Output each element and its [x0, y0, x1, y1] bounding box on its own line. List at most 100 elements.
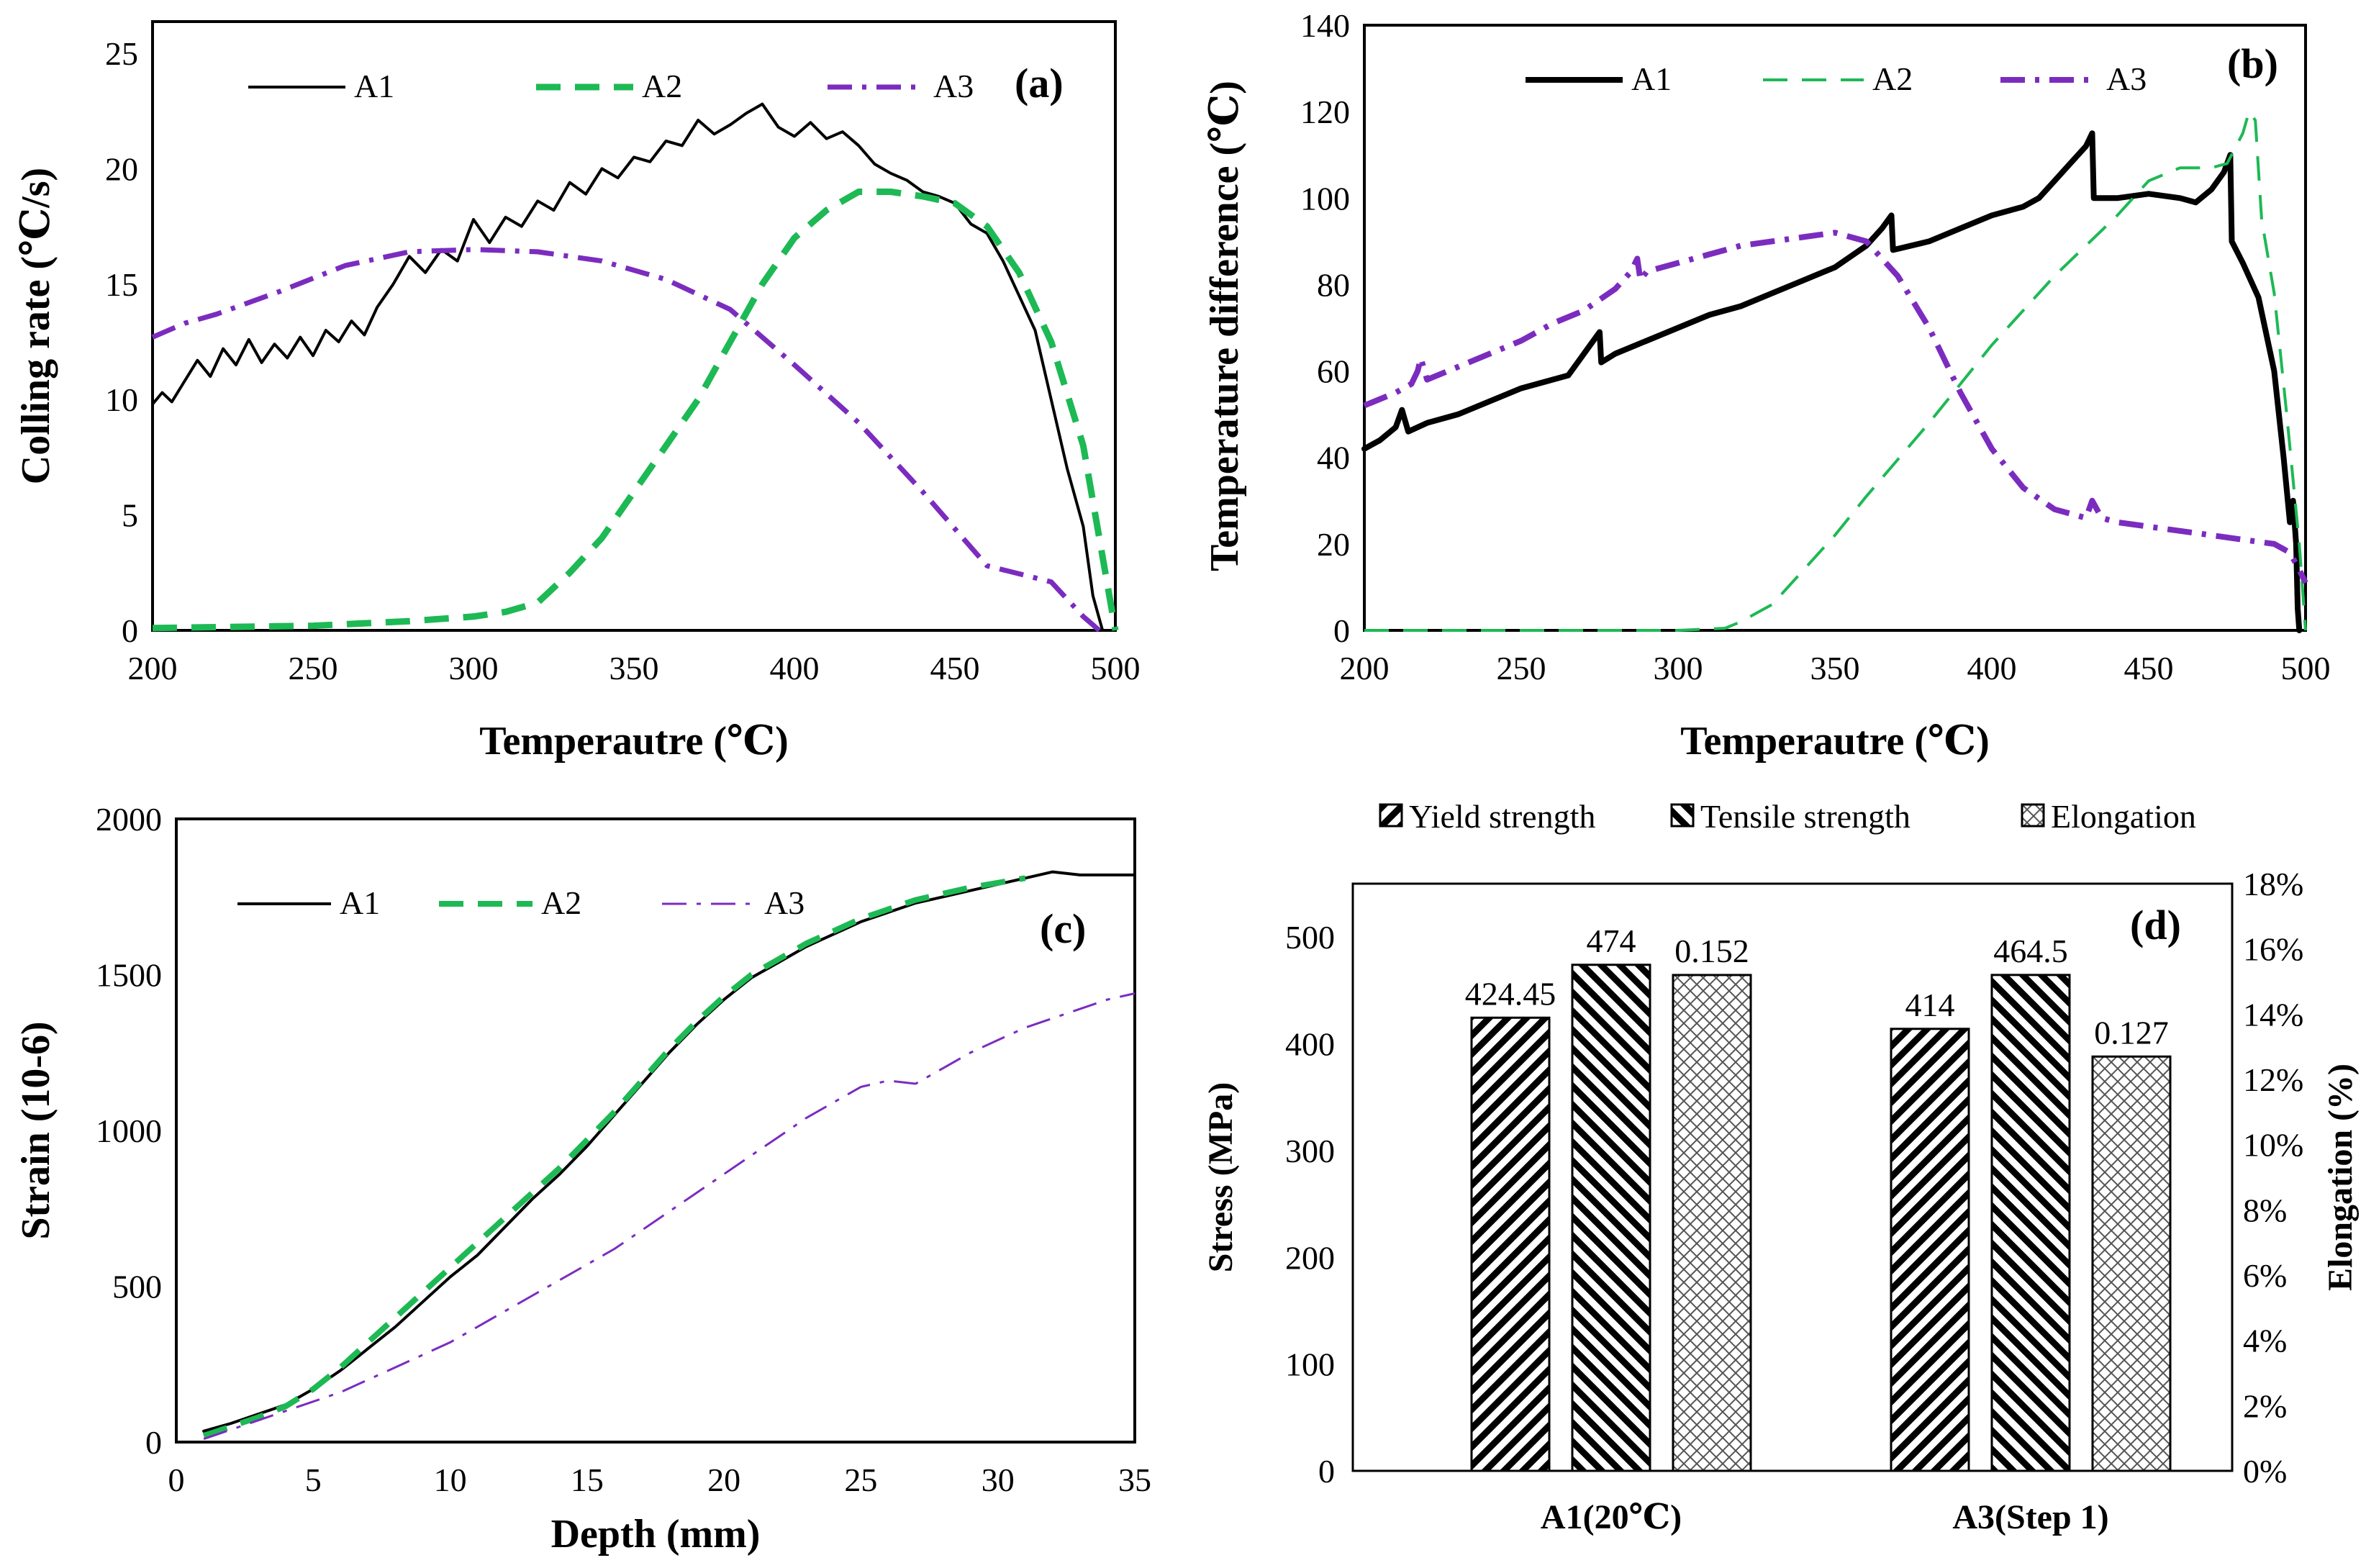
y-tick-label-c: 1000	[96, 1112, 162, 1149]
x-tick-label-b: 400	[1967, 650, 2017, 686]
category-label-d: A1(20℃)	[1541, 1498, 1682, 1536]
y-ticks-c: 0 500 1000 1500 2000	[96, 801, 162, 1461]
x-axis-label-c: Depth (mm)	[551, 1512, 761, 1556]
y-tick-label-b: 120	[1300, 94, 1350, 130]
x-tick-label-b: 350	[1810, 650, 1860, 686]
y-tick-label-d: 500	[1285, 919, 1335, 956]
legend-label-b-A1: A1	[1631, 60, 1672, 97]
legend-label-b-A2: A2	[1872, 60, 1913, 97]
x-axis-label-b: Temperautre (℃)	[1680, 719, 1989, 763]
x-ticks-c: 0 5 10 15 20 25 30 35	[168, 1461, 1152, 1498]
panel-c: 0 5 10 15 20 25 30 35 0 500 1000 1500 2000 A1 A2 A3 (…	[14, 801, 1151, 1556]
y-tick-label-c: 0	[145, 1424, 162, 1461]
legend-label-a-A2: A2	[642, 68, 682, 104]
y-ticks-d: 0 100 200 300 400 500	[1285, 919, 1335, 1490]
y2-tick-label-d: 12%	[2243, 1061, 2303, 1098]
x-tick-label-c: 5	[305, 1461, 322, 1498]
x-tick-label-a: 350	[609, 650, 659, 686]
bar-elongation-1	[2091, 1055, 2172, 1472]
y2-axis-label-d: Elongation (%)	[2321, 1064, 2360, 1291]
series-line-c-A3	[203, 992, 1136, 1441]
x-tick-label-c: 20	[707, 1461, 740, 1498]
legend-label-d-1: Tensile strength	[1700, 798, 1911, 835]
y-tick-label-b: 40	[1317, 440, 1350, 476]
legend-swatch-d-1	[1670, 803, 1695, 828]
y-tick-label-d: 200	[1285, 1239, 1335, 1276]
x-tick-label-b: 450	[2124, 650, 2174, 686]
y-tick-label-c: 2000	[96, 801, 162, 838]
series-line-b-A1	[1361, 130, 2303, 633]
series-line-b-A3	[1363, 230, 2308, 584]
legend-label-c-A3: A3	[764, 884, 804, 921]
x-tick-label-c: 35	[1118, 1461, 1151, 1498]
y-tick-label-a: 20	[105, 150, 138, 187]
bar-data-label: 424.45	[1465, 975, 1556, 1012]
x-tick-label-c: 25	[844, 1461, 877, 1498]
plot-frame-c	[175, 817, 1136, 1444]
panel-tag-d: (d)	[2130, 902, 2181, 948]
y2-tick-label-d: 4%	[2243, 1323, 2287, 1359]
series-line-a-A2	[152, 189, 1119, 632]
plot-frame-d	[1351, 882, 2234, 1472]
x-axis-label-a: Temperautre (℃)	[479, 719, 788, 763]
series-line-b-A2	[1364, 110, 2307, 632]
x-tick-label-a: 200	[128, 650, 178, 686]
y2-tick-label-d: 10%	[2243, 1127, 2303, 1164]
y-tick-label-b: 0	[1333, 612, 1350, 649]
y2-tick-label-d: 16%	[2243, 931, 2303, 968]
series-line-a-A1	[151, 102, 1105, 632]
panel-d: 0 100 200 300 400 500 0% 2% 4% 6% 8% 10% 12% 14% 16% 1…	[1202, 798, 2360, 1536]
x-ticks-a: 200 250 300 350 400 450 500	[128, 650, 1141, 686]
y-tick-label-b: 100	[1300, 180, 1350, 217]
series-b	[1361, 110, 2308, 633]
y-tick-label-a: 0	[122, 612, 138, 649]
y-tick-label-b: 60	[1317, 353, 1350, 390]
panel-tag-a: (a)	[1015, 60, 1064, 107]
y-tick-label-d: 300	[1285, 1133, 1335, 1169]
category-label-d: A3(Step 1)	[1952, 1498, 2108, 1536]
series-c	[202, 870, 1136, 1441]
y-tick-label-a: 15	[105, 266, 138, 303]
y2-ticks-d: 0% 2% 4% 6% 8% 10% 12% 14% 16% 18%	[2243, 866, 2303, 1490]
y-tick-label-b: 140	[1300, 7, 1350, 44]
series-line-c-A2	[202, 875, 1026, 1439]
y-ticks-a: 0 5 10 15 20 25	[105, 35, 138, 649]
bar-data-label: 414	[1905, 987, 1955, 1023]
legend-c: A1 A2 A3	[237, 884, 804, 921]
x-tick-label-b: 250	[1497, 650, 1546, 686]
legend-b: A1 A2 A3	[1526, 60, 2147, 97]
y-tick-label-c: 1500	[96, 957, 162, 994]
panel-tag-b: (b)	[2227, 40, 2278, 87]
y-tick-label-c: 500	[112, 1269, 162, 1305]
x-tick-label-a: 450	[930, 650, 980, 686]
y-tick-label-d: 400	[1285, 1026, 1335, 1063]
bar-yield-strength-1	[1890, 1028, 1970, 1472]
legend-label-a-A3: A3	[933, 68, 974, 104]
legend-label-a-A1: A1	[354, 68, 394, 104]
bar-yield-strength-0	[1470, 1016, 1551, 1472]
x-tick-label-a: 400	[770, 650, 820, 686]
x-tick-label-a: 300	[449, 650, 499, 686]
y-axis-label-a: Colling rate (℃/s)	[14, 168, 58, 484]
series-a	[151, 102, 1119, 633]
y-tick-label-d: 0	[1318, 1453, 1335, 1490]
bar-data-label: 0.127	[2094, 1014, 2169, 1051]
x-tick-label-c: 0	[168, 1461, 185, 1498]
legend-swatch-d-2	[2021, 803, 2045, 828]
series-line-a-A3	[151, 247, 1101, 633]
y-axis-label-d: Stress (MPa)	[1202, 1082, 1240, 1272]
bar-elongation-0	[1672, 974, 1752, 1472]
x-tick-label-b: 500	[2281, 650, 2331, 686]
y2-tick-label-d: 14%	[2243, 996, 2303, 1033]
plot-frame-a	[151, 20, 1117, 632]
legend-a: A1 A2 A3	[248, 68, 974, 104]
legend-d: Yield strength Tensile strength Elongation	[1379, 798, 2196, 835]
x-tick-label-a: 500	[1091, 650, 1141, 686]
x-tick-label-c: 10	[434, 1461, 467, 1498]
x-ticks-b: 200 250 300 350 400 450 500	[1340, 650, 2331, 686]
y2-tick-label-d: 2%	[2243, 1387, 2287, 1424]
x-tick-label-b: 300	[1654, 650, 1703, 686]
bars-d: 424.45 414 474 464.5 0.152 0.127	[1465, 923, 2172, 1472]
